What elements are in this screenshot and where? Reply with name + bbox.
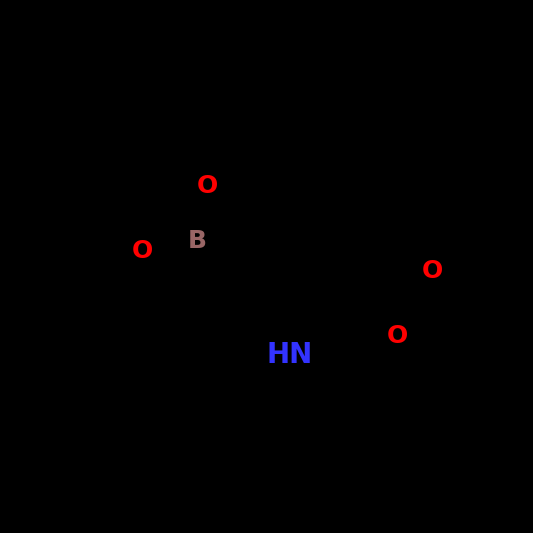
- Text: O: O: [132, 238, 154, 263]
- Text: O: O: [387, 324, 408, 348]
- Text: HN: HN: [267, 341, 313, 369]
- Text: O: O: [422, 259, 443, 282]
- Text: B: B: [188, 229, 207, 253]
- Text: O: O: [197, 174, 219, 198]
